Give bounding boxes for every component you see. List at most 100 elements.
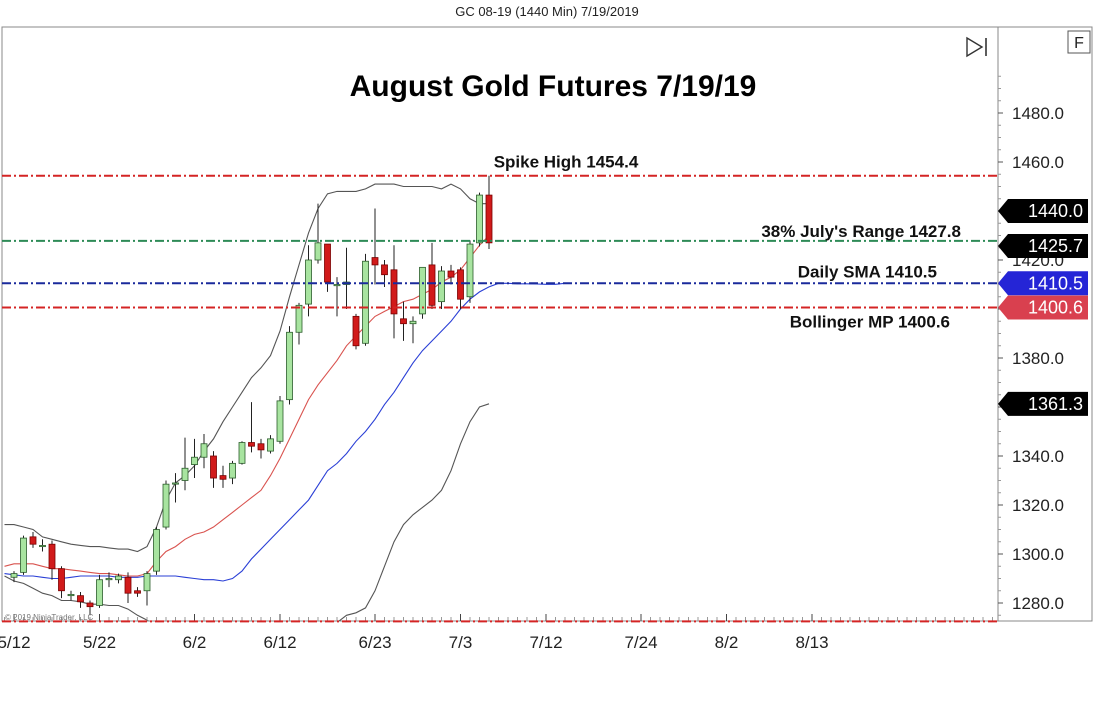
candle-body-up: [295, 304, 303, 333]
indicator-line-daily-sma: [4, 282, 566, 582]
skip-forward-triangle: [966, 36, 984, 58]
candle-body-down: [86, 602, 94, 608]
x-tick-label: 8/13: [795, 633, 828, 652]
candle-body-up: [276, 400, 284, 442]
y-tick-label: 1480.0: [1012, 104, 1064, 123]
candle[interactable]: [466, 240, 474, 303]
candle[interactable]: [267, 435, 274, 454]
candle[interactable]: [314, 203, 322, 264]
candle[interactable]: [343, 247, 350, 309]
y-tick-label: 1300.0: [1012, 545, 1064, 564]
candle[interactable]: [428, 242, 436, 309]
skip-forward-icon[interactable]: [966, 36, 987, 58]
candle-body-down: [381, 264, 388, 276]
candle[interactable]: [457, 267, 464, 309]
candle[interactable]: [390, 245, 398, 339]
chart-header: GC 08-19 (1440 Min) 7/19/2019: [455, 4, 639, 19]
candle[interactable]: [191, 438, 198, 479]
candle[interactable]: [276, 395, 284, 444]
price-marker-label: 1440.0: [1028, 201, 1083, 221]
candle-body-down: [390, 269, 398, 315]
candle[interactable]: [352, 313, 360, 350]
candle[interactable]: [29, 531, 37, 548]
price-marker: 1361.3: [998, 391, 1088, 416]
candle-body-up: [409, 320, 417, 325]
f-button[interactable]: F: [1067, 30, 1091, 54]
candle[interactable]: [400, 301, 407, 341]
candle[interactable]: [39, 539, 46, 552]
candle[interactable]: [67, 590, 75, 601]
candle[interactable]: [295, 302, 303, 345]
chart-title: August Gold Futures 7/19/19: [350, 70, 757, 103]
candle-body-down: [219, 475, 227, 480]
candle[interactable]: [324, 243, 331, 292]
candle[interactable]: [229, 460, 236, 485]
candle[interactable]: [20, 535, 27, 575]
candle[interactable]: [77, 591, 84, 608]
candle[interactable]: [286, 326, 293, 405]
candle[interactable]: [305, 245, 312, 317]
candle-body-up: [153, 529, 160, 572]
annotation-label: Spike High 1454.4: [494, 153, 639, 172]
price-marker-tag: [998, 199, 1088, 223]
price-marker-label: 1400.6: [1028, 298, 1083, 318]
candles: [10, 175, 493, 616]
y-tick-label: 1340.0: [1012, 447, 1064, 466]
candle-body-up: [238, 442, 246, 464]
y-tick-label: 1460.0: [1012, 153, 1064, 172]
candle[interactable]: [210, 451, 217, 488]
candle-body-up: [105, 578, 113, 581]
price-marker: 1410.5: [998, 271, 1088, 296]
candle-body-up: [333, 284, 341, 287]
price-marker-tag: [998, 234, 1088, 259]
candle-body-up: [20, 537, 27, 573]
candle[interactable]: [153, 527, 160, 575]
candle-body-down: [457, 269, 464, 300]
candle[interactable]: [371, 208, 379, 285]
candle[interactable]: [409, 316, 417, 344]
candle[interactable]: [362, 253, 369, 346]
price-marker-label: 1410.5: [1028, 273, 1083, 293]
candle[interactable]: [419, 266, 426, 319]
candle-body-down: [48, 543, 56, 570]
candle[interactable]: [58, 566, 65, 599]
candle-body-up: [172, 482, 179, 485]
candle[interactable]: [115, 573, 122, 584]
candle-body-up: [466, 243, 474, 298]
reference-lines: [2, 174, 998, 623]
candle-body-up: [39, 545, 46, 548]
candle[interactable]: [248, 402, 255, 453]
y-tick-label: 1320.0: [1012, 496, 1064, 515]
candle[interactable]: [447, 264, 455, 285]
candle[interactable]: [162, 480, 170, 530]
candle[interactable]: [105, 572, 113, 588]
annotation-label: Daily SMA 1410.5: [798, 262, 937, 281]
candle[interactable]: [134, 587, 141, 597]
x-tick-label: 6/2: [183, 633, 207, 652]
candle[interactable]: [172, 473, 179, 503]
candle[interactable]: [438, 266, 445, 309]
candle[interactable]: [257, 438, 265, 459]
candle-body-up: [162, 483, 170, 528]
candle[interactable]: [86, 600, 94, 616]
candle[interactable]: [238, 441, 246, 465]
candle[interactable]: [476, 192, 483, 247]
x-tick-label: 6/23: [358, 633, 391, 652]
price-marker-tag: [998, 391, 1088, 416]
candle[interactable]: [485, 175, 493, 249]
candle[interactable]: [200, 433, 208, 469]
indicator-line-bollinger-mp: [4, 235, 490, 577]
candle[interactable]: [48, 540, 56, 580]
candle[interactable]: [10, 571, 18, 583]
candle-body-up: [191, 456, 198, 465]
candle[interactable]: [124, 572, 132, 603]
candle-body-up: [476, 194, 483, 244]
candle-body-up: [314, 242, 322, 261]
candle[interactable]: [181, 437, 189, 491]
candle[interactable]: [143, 571, 151, 606]
candle-body-down: [371, 257, 379, 266]
candle[interactable]: [96, 574, 103, 608]
indicator-line-lower-bollinger: [4, 403, 490, 621]
candle[interactable]: [219, 465, 227, 488]
